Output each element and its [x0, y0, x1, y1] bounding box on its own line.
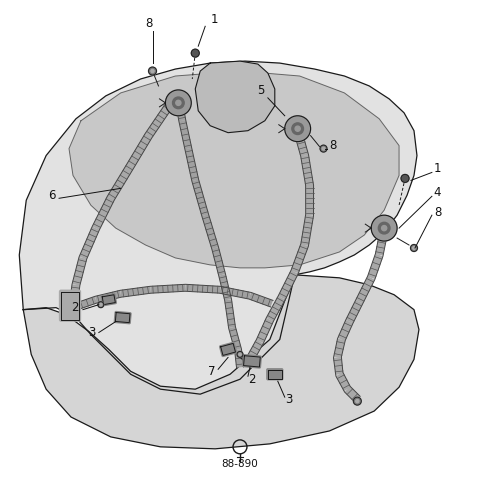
- Circle shape: [239, 353, 241, 355]
- Circle shape: [322, 147, 325, 150]
- Polygon shape: [334, 338, 345, 358]
- Polygon shape: [195, 61, 275, 133]
- Circle shape: [410, 245, 418, 251]
- FancyBboxPatch shape: [114, 312, 131, 324]
- Circle shape: [176, 100, 181, 105]
- Polygon shape: [249, 292, 273, 307]
- Text: 4: 4: [434, 186, 442, 199]
- Polygon shape: [225, 299, 236, 328]
- Polygon shape: [300, 155, 313, 186]
- Polygon shape: [294, 130, 309, 157]
- Polygon shape: [185, 284, 220, 293]
- Polygon shape: [336, 372, 351, 391]
- Polygon shape: [219, 286, 251, 299]
- Polygon shape: [212, 247, 226, 276]
- Polygon shape: [356, 276, 375, 304]
- Polygon shape: [19, 61, 417, 394]
- Text: 1: 1: [434, 162, 442, 175]
- Polygon shape: [175, 98, 186, 121]
- Circle shape: [320, 145, 327, 152]
- Polygon shape: [192, 179, 208, 216]
- Polygon shape: [95, 290, 121, 303]
- Circle shape: [166, 90, 192, 116]
- Polygon shape: [300, 215, 313, 246]
- Polygon shape: [179, 120, 192, 149]
- Polygon shape: [72, 257, 87, 286]
- Polygon shape: [306, 185, 313, 215]
- Circle shape: [100, 304, 102, 306]
- Polygon shape: [162, 93, 179, 113]
- Text: 2: 2: [248, 373, 255, 386]
- Text: 3: 3: [88, 326, 96, 339]
- Text: 3: 3: [285, 393, 292, 406]
- Polygon shape: [345, 386, 360, 402]
- Polygon shape: [219, 274, 231, 301]
- Text: 6: 6: [48, 189, 56, 202]
- Text: 8: 8: [434, 206, 441, 219]
- Text: 88-890: 88-890: [222, 459, 258, 469]
- Circle shape: [295, 126, 300, 131]
- FancyBboxPatch shape: [101, 294, 116, 306]
- Circle shape: [292, 123, 303, 135]
- Circle shape: [192, 49, 199, 57]
- Polygon shape: [23, 275, 419, 449]
- Polygon shape: [150, 284, 185, 293]
- Circle shape: [353, 397, 361, 405]
- Polygon shape: [346, 300, 363, 324]
- Polygon shape: [375, 229, 388, 256]
- Text: 8: 8: [329, 139, 337, 152]
- Polygon shape: [266, 296, 285, 322]
- Circle shape: [378, 222, 390, 234]
- Polygon shape: [334, 357, 343, 375]
- Polygon shape: [92, 196, 114, 230]
- Text: 5: 5: [257, 84, 265, 97]
- Polygon shape: [228, 327, 241, 350]
- Polygon shape: [256, 318, 274, 343]
- Circle shape: [98, 302, 104, 308]
- Polygon shape: [69, 284, 80, 308]
- Circle shape: [382, 226, 387, 231]
- Polygon shape: [120, 286, 151, 297]
- FancyBboxPatch shape: [60, 290, 81, 321]
- Polygon shape: [246, 339, 264, 361]
- Circle shape: [148, 67, 156, 75]
- Polygon shape: [69, 71, 399, 268]
- Circle shape: [413, 247, 415, 249]
- Circle shape: [172, 97, 184, 109]
- Text: 7: 7: [208, 365, 215, 378]
- Circle shape: [371, 215, 397, 241]
- Text: 2: 2: [72, 301, 79, 314]
- Polygon shape: [202, 214, 218, 249]
- Text: 1: 1: [210, 13, 217, 26]
- Polygon shape: [291, 244, 308, 273]
- Polygon shape: [368, 253, 383, 279]
- FancyBboxPatch shape: [267, 369, 283, 380]
- Polygon shape: [108, 164, 134, 200]
- Polygon shape: [79, 227, 99, 259]
- FancyBboxPatch shape: [220, 342, 237, 356]
- Circle shape: [356, 400, 359, 403]
- Polygon shape: [338, 320, 353, 341]
- Polygon shape: [235, 349, 243, 368]
- Circle shape: [401, 174, 409, 182]
- Text: 8: 8: [145, 17, 152, 30]
- Circle shape: [285, 116, 311, 142]
- Polygon shape: [72, 296, 97, 311]
- Polygon shape: [185, 148, 199, 181]
- Polygon shape: [278, 270, 298, 300]
- Polygon shape: [127, 134, 152, 167]
- Circle shape: [237, 351, 243, 357]
- FancyBboxPatch shape: [242, 355, 261, 368]
- Circle shape: [151, 70, 154, 73]
- Polygon shape: [145, 108, 169, 138]
